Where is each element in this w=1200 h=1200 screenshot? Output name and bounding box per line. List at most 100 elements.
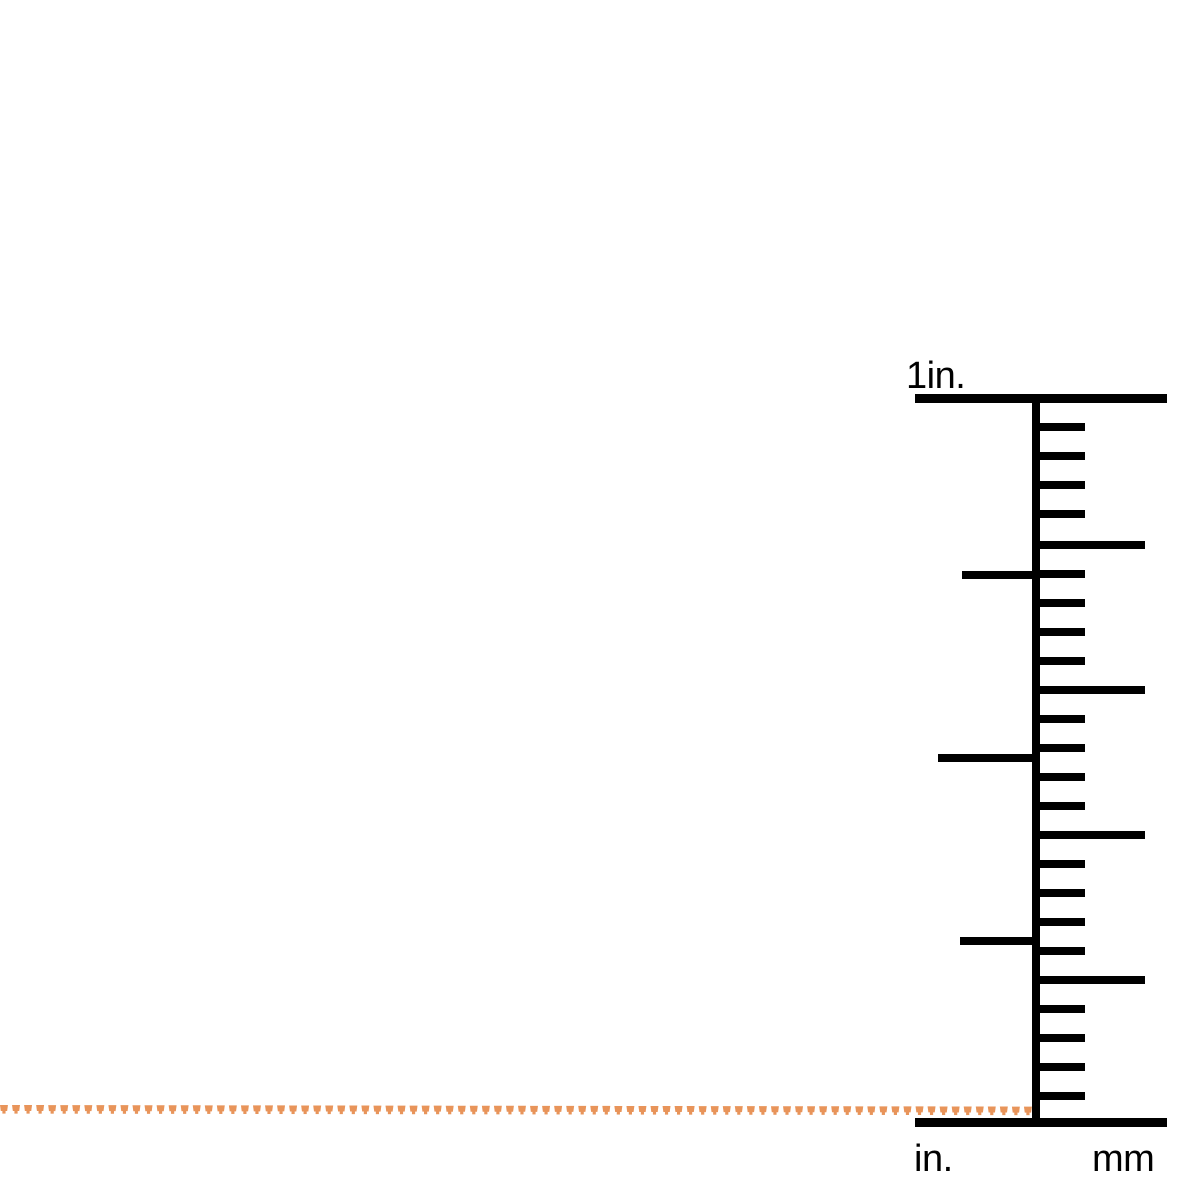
ruler-mm-minor-tick — [1040, 452, 1085, 460]
measurement-dash — [240, 1105, 249, 1112]
measurement-dash-nub — [954, 1112, 958, 1116]
measurement-dash — [421, 1105, 430, 1112]
measurement-dash-nub — [1014, 1112, 1018, 1116]
measurement-dash-nub — [893, 1111, 898, 1115]
ruler-mm-minor-tick — [1040, 1034, 1085, 1042]
measurement-dash-nub — [978, 1112, 982, 1116]
measurement-dash-nub — [508, 1111, 512, 1115]
measurement-dash — [554, 1105, 563, 1112]
ruler-bottom-rail — [915, 1118, 1167, 1127]
measurement-dash-nub — [110, 1110, 114, 1114]
measurement-dash — [939, 1106, 948, 1113]
measurement-dash-nub — [279, 1111, 283, 1115]
measurement-dash — [891, 1106, 900, 1113]
measurement-dash — [819, 1106, 828, 1113]
measurement-dash-nub — [556, 1111, 560, 1115]
measurement-dash-nub — [339, 1111, 343, 1115]
measurement-dash-nub — [134, 1110, 139, 1114]
ruler-bottom-mm-label: mm — [1092, 1138, 1155, 1180]
measurement-dash-nub — [761, 1111, 765, 1115]
measurement-dash-nub — [411, 1111, 416, 1115]
measurement-dash-nub — [207, 1110, 211, 1114]
dotted-measurement-baseline[interactable] — [0, 1096, 1040, 1120]
measurement-dash — [493, 1105, 502, 1112]
measurement-dash — [156, 1105, 165, 1112]
measurement-dash — [698, 1106, 707, 1113]
measurement-dash — [987, 1106, 996, 1113]
ruler-mm-minor-tick — [1040, 481, 1085, 489]
measurement-dash — [397, 1105, 406, 1112]
measurement-dash-nub — [652, 1111, 657, 1115]
measurement-dash — [505, 1105, 514, 1112]
measurement-dash — [289, 1105, 298, 1112]
ruler-mm-minor-tick — [1040, 423, 1085, 431]
measurement-dash-nub — [990, 1112, 994, 1116]
measurement-dash-nub — [869, 1111, 873, 1115]
measurement-dash-nub — [62, 1110, 66, 1114]
measurement-dash-nub — [171, 1110, 175, 1114]
measurement-dash-nub — [98, 1110, 102, 1114]
ruler-mm-minor-tick — [1040, 599, 1085, 607]
measurement-dash-nub — [701, 1111, 705, 1115]
measurement-dash — [710, 1106, 719, 1113]
measurement-dash-nub — [833, 1111, 837, 1115]
measurement-dash — [180, 1105, 189, 1112]
measurement-dash — [951, 1106, 960, 1113]
measurement-dash-nub — [484, 1111, 488, 1115]
ruler-top-rail — [915, 394, 1167, 403]
ruler-bottom-inch-label: in. — [914, 1138, 953, 1180]
measurement-dash-nub — [929, 1112, 934, 1116]
measurement-dash-nub — [604, 1111, 608, 1115]
ruler-mm-minor-tick — [1040, 657, 1085, 665]
ruler-mm-minor-tick — [1040, 1005, 1085, 1013]
measurement-dash — [24, 1105, 33, 1112]
measurement-dash — [722, 1106, 731, 1113]
measurement-dash — [204, 1105, 213, 1112]
ruler-mm-major-tick — [1040, 831, 1145, 839]
measurement-dash-nub — [857, 1111, 861, 1115]
measurement-dash — [855, 1106, 864, 1113]
measurement-dash-nub — [351, 1111, 355, 1115]
measurement-dash — [518, 1105, 526, 1112]
measurement-dash — [445, 1105, 454, 1112]
measurement-dash — [228, 1105, 237, 1112]
ruler-mm-minor-tick — [1040, 715, 1085, 723]
measurement-dash — [530, 1105, 538, 1112]
measurement-dash — [313, 1105, 322, 1112]
ruler-mm-major-tick — [1040, 686, 1145, 694]
measurement-dash — [590, 1105, 599, 1112]
measurement-dash-nub — [809, 1111, 813, 1115]
measurement-dash-nub — [845, 1111, 849, 1115]
measurement-dash — [168, 1105, 177, 1112]
ruler-mm-minor-tick — [1040, 947, 1085, 955]
measurement-dash — [72, 1105, 81, 1112]
measurement-dash — [614, 1105, 623, 1112]
measurement-dash-nub — [122, 1110, 127, 1114]
measurement-dash — [770, 1106, 779, 1113]
measurement-dash-nub — [917, 1112, 922, 1116]
measurement-dash — [843, 1106, 852, 1113]
measurement-dash-nub — [881, 1111, 885, 1115]
ruler-mm-minor-tick — [1040, 860, 1085, 868]
measurement-dash-nub — [1026, 1112, 1030, 1116]
measurement-dash — [975, 1106, 984, 1113]
measurement-dash — [783, 1106, 791, 1113]
measurement-dash-nub — [327, 1111, 331, 1115]
measurement-dash-nub — [183, 1110, 187, 1114]
measurement-dash — [361, 1105, 370, 1112]
measurement-dash-nub — [689, 1111, 693, 1115]
measurement-dash-nub — [520, 1111, 524, 1115]
measurement-dash — [337, 1105, 346, 1112]
measurement-dash — [433, 1105, 442, 1112]
measurement-dash — [542, 1105, 551, 1112]
measurement-dash — [915, 1106, 924, 1113]
measurement-dash-nub — [773, 1111, 777, 1115]
measurement-dash — [1023, 1106, 1032, 1113]
measurement-dash-nub — [255, 1110, 259, 1114]
measurement-dash-nub — [821, 1111, 825, 1115]
measurement-dash-nub — [50, 1110, 54, 1114]
measurement-dash — [457, 1105, 466, 1112]
measurement-dash-nub — [146, 1110, 151, 1114]
measurement-dash — [807, 1106, 816, 1113]
ruler-mm-major-tick — [1040, 541, 1145, 549]
